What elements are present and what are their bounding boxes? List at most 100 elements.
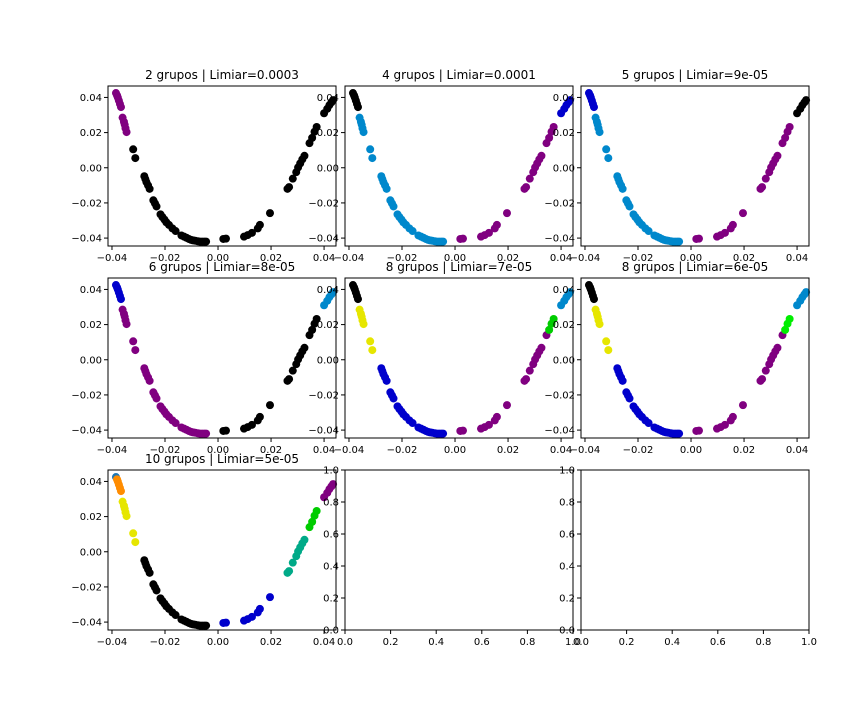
- data-point: [329, 480, 338, 489]
- series-6: [557, 288, 575, 310]
- data-point: [549, 314, 558, 323]
- data-point: [781, 325, 790, 334]
- x-tick-label: 0.8: [755, 637, 771, 648]
- data-point: [439, 237, 448, 246]
- y-tick-label: 0.04: [553, 285, 575, 296]
- series-4: [456, 331, 551, 435]
- data-point: [602, 145, 611, 154]
- data-point: [288, 366, 297, 375]
- data-point: [484, 420, 493, 429]
- data-point: [492, 412, 501, 421]
- data-point: [408, 227, 417, 236]
- x-tick-label: −0.02: [150, 445, 181, 456]
- x-tick-label: −0.04: [334, 253, 365, 264]
- subplot-7: 10 grupos | Limiar=5e-05 −0.04 −0.02 0.00 0.…: [71, 452, 338, 648]
- subplot-title: 10 grupos | Limiar=5e-05: [145, 452, 299, 466]
- x-tick-label: 0.0: [337, 637, 353, 648]
- data-point: [329, 288, 338, 297]
- data-point: [353, 103, 362, 112]
- y-tick-label: 0.02: [80, 512, 102, 523]
- series-7: [305, 506, 321, 532]
- x-tick-label: 1.0: [565, 637, 581, 648]
- data-point: [758, 183, 767, 192]
- y-tick-label: −0.04: [544, 426, 575, 437]
- data-point: [761, 174, 770, 183]
- y-tick-label: 0.02: [317, 128, 339, 139]
- data-point: [602, 337, 611, 346]
- data-point: [502, 401, 511, 410]
- data-point: [484, 228, 493, 237]
- data-point: [389, 394, 398, 403]
- data-point: [458, 234, 467, 243]
- data-point: [255, 604, 264, 613]
- series-1: [111, 281, 125, 304]
- y-tick-label: −0.04: [71, 234, 102, 245]
- data-point: [785, 314, 794, 323]
- data-point: [353, 295, 362, 304]
- y-tick-label: 0.6: [323, 530, 339, 541]
- data-point: [329, 96, 338, 105]
- y-tick-label: 0.2: [323, 594, 339, 605]
- x-tick-label: 0.4: [664, 637, 680, 648]
- data-point: [595, 128, 604, 137]
- x-tick-label: −0.04: [97, 445, 128, 456]
- data-point: [525, 366, 534, 375]
- x-tick-label: 0.04: [313, 253, 335, 264]
- x-tick-label: −0.02: [387, 253, 418, 264]
- series-1: [348, 281, 362, 304]
- series-4: [557, 96, 575, 118]
- y-tick-label: 0.04: [80, 285, 102, 296]
- x-tick-label: 0.8: [519, 637, 535, 648]
- data-point: [618, 184, 627, 193]
- data-point: [625, 394, 634, 403]
- y-tick-label: −0.02: [544, 390, 575, 401]
- data-point: [389, 202, 398, 211]
- data-point: [171, 611, 180, 620]
- data-point: [382, 184, 391, 193]
- series-2: [118, 305, 211, 438]
- data-point: [312, 122, 321, 131]
- y-tick-label: −0.04: [308, 426, 339, 437]
- data-point: [308, 517, 317, 526]
- series-5: [781, 314, 794, 334]
- x-tick-label: 0.04: [550, 445, 572, 456]
- x-tick-label: 0.00: [207, 253, 229, 264]
- series-2: [113, 475, 125, 496]
- series-6: [283, 535, 309, 577]
- data-point: [595, 320, 604, 329]
- data-point: [265, 401, 274, 410]
- data-point: [694, 234, 703, 243]
- data-point: [129, 529, 138, 538]
- series-4: [320, 288, 338, 310]
- y-tick-label: 0.02: [553, 128, 575, 139]
- x-tick-label: 0.00: [207, 637, 229, 648]
- x-tick-label: 0.02: [733, 445, 755, 456]
- data-point: [116, 295, 125, 304]
- series-2: [355, 113, 448, 246]
- data-point: [202, 237, 211, 246]
- y-tick-label: 0.04: [80, 477, 102, 488]
- y-tick-label: 0.04: [553, 93, 575, 104]
- x-tick-label: −0.02: [150, 637, 181, 648]
- data-point: [202, 429, 211, 438]
- data-point: [131, 346, 140, 355]
- x-tick-label: −0.04: [570, 253, 601, 264]
- data-point: [492, 220, 501, 229]
- data-point: [247, 420, 256, 429]
- data-point: [368, 154, 377, 163]
- y-tick-label: 0.4: [323, 562, 339, 573]
- x-tick-label: −0.04: [570, 445, 601, 456]
- data-point: [247, 228, 256, 237]
- data-point: [265, 209, 274, 218]
- y-tick-label: −0.04: [71, 426, 102, 437]
- series-5: [219, 593, 274, 627]
- series-1: [348, 89, 362, 112]
- subplot-title: 2 grupos | Limiar=0.0003: [145, 68, 299, 82]
- series-4: [140, 556, 211, 630]
- data-point: [265, 593, 274, 602]
- series-3: [613, 364, 684, 438]
- series-1: [584, 89, 598, 112]
- data-point: [537, 343, 546, 352]
- x-tick-label: 0.2: [619, 637, 635, 648]
- data-point: [122, 128, 131, 137]
